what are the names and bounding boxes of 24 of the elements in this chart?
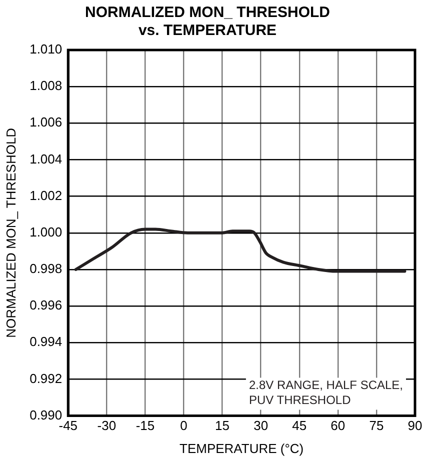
y-tick-label: 1.008 — [30, 78, 62, 94]
y-tick-label: 1.010 — [30, 42, 62, 57]
x-tick-label: 90 — [408, 418, 422, 434]
y-tick-label: 1.000 — [30, 224, 62, 240]
x-tick-label: -15 — [136, 418, 155, 434]
x-tick-label: 30 — [254, 418, 268, 434]
chart-title: NORMALIZED MON_ THRESHOLD vs. TEMPERATURE — [85, 4, 330, 40]
y-tick-label: 0.994 — [30, 334, 62, 350]
x-tick-label: -30 — [97, 418, 116, 434]
x-tick-label: 0 — [180, 418, 188, 434]
x-tick-label: 15 — [215, 418, 230, 434]
annotation: 2.8V RANGE, HALF SCALE, PUV THRESHOLD — [248, 378, 404, 408]
x-tick-label: 75 — [369, 418, 384, 434]
y-tick-label: 1.004 — [30, 151, 62, 166]
x-tick-label: 45 — [292, 418, 307, 434]
y-axis-title: NORMALIZED MON_ THRESHOLD — [3, 128, 18, 338]
y-tick-label: 1.002 — [30, 188, 62, 203]
x-axis-title: TEMPERATURE (°C) — [180, 440, 304, 456]
y-tick-label: 1.006 — [30, 114, 62, 130]
y-tick-label: 0.998 — [30, 261, 62, 276]
line-series — [74, 228, 406, 273]
y-tick-label: 0.996 — [30, 298, 62, 313]
x-tick-label: 60 — [330, 418, 346, 434]
y-tick-label: 0.992 — [30, 370, 62, 386]
